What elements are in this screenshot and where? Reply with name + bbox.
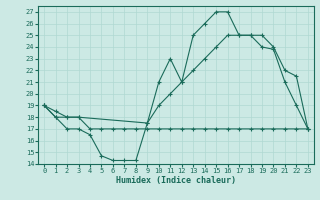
X-axis label: Humidex (Indice chaleur): Humidex (Indice chaleur) (116, 176, 236, 185)
